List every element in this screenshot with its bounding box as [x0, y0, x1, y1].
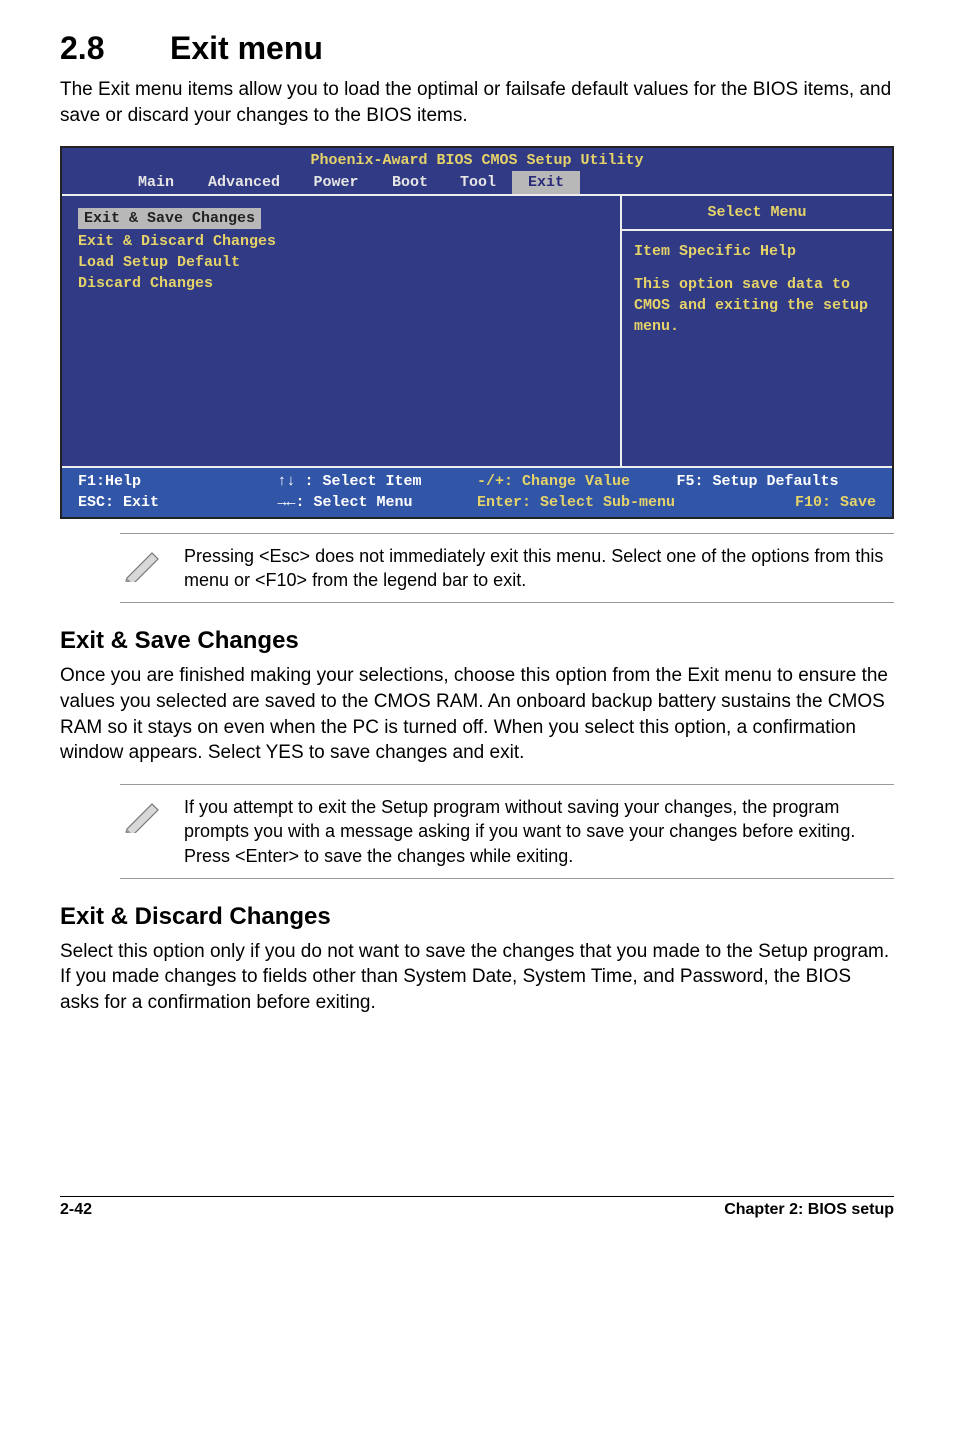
bios-help-text: This option save data to CMOS and exitin… — [634, 274, 880, 337]
bios-footer: F1:Help ESC: Exit ↑↓ : Select Item →←: S… — [62, 468, 892, 517]
bios-tab-advanced[interactable]: Advanced — [192, 171, 296, 194]
bios-tab-main[interactable]: Main — [120, 171, 192, 194]
bios-menu-item[interactable]: Exit & Discard Changes — [78, 231, 276, 252]
bios-menu-panel: Exit & Save ChangesExit & Discard Change… — [62, 196, 620, 466]
bios-window: Phoenix-Award BIOS CMOS Setup Utility Ma… — [60, 146, 894, 519]
exit-discard-heading: Exit & Discard Changes — [60, 903, 894, 931]
exit-discard-body: Select this option only if you do not wa… — [60, 939, 894, 1016]
section-intro: The Exit menu items allow you to load th… — [60, 77, 894, 128]
bios-menu-item[interactable]: Load Setup Default — [78, 252, 240, 273]
section-title-text: Exit menu — [170, 30, 323, 66]
exit-save-heading: Exit & Save Changes — [60, 627, 894, 655]
bios-help-line1: Item Specific Help — [634, 241, 880, 262]
bios-tab-boot[interactable]: Boot — [376, 171, 444, 194]
bios-tab-row: MainAdvancedPowerBootToolExit — [62, 171, 892, 194]
page-footer: 2-42 Chapter 2: BIOS setup — [60, 1196, 894, 1219]
bios-tab-tool[interactable]: Tool — [444, 171, 512, 194]
section-number: 2.8 — [60, 30, 170, 67]
note-box-1: Pressing <Esc> does not immediately exit… — [120, 533, 894, 604]
bios-menu-item[interactable]: Discard Changes — [78, 273, 213, 294]
exit-save-body: Once you are finished making your select… — [60, 663, 894, 766]
pencil-icon — [124, 544, 164, 593]
pencil-icon — [124, 795, 164, 868]
bios-tab-power[interactable]: Power — [296, 171, 376, 194]
bios-title: Phoenix-Award BIOS CMOS Setup Utility — [62, 148, 892, 171]
bios-tab-exit[interactable]: Exit — [512, 171, 580, 194]
chapter-label: Chapter 2: BIOS setup — [724, 1201, 894, 1219]
bios-footer-col4: F5: Setup Defaults F10: Save — [677, 472, 877, 513]
bios-footer-col3: -/+: Change Value Enter: Select Sub-menu — [477, 472, 677, 513]
note-text-2: If you attempt to exit the Setup program… — [184, 795, 890, 868]
note-text-1: Pressing <Esc> does not immediately exit… — [184, 544, 890, 593]
bios-help-heading: Select Menu — [622, 196, 892, 231]
note-box-2: If you attempt to exit the Setup program… — [120, 784, 894, 879]
bios-help-panel: Select Menu Item Specific Help This opti… — [620, 196, 892, 466]
bios-footer-col2: ↑↓ : Select Item →←: Select Menu — [278, 472, 478, 513]
bios-help-body: Item Specific Help This option save data… — [622, 231, 892, 347]
bios-menu-item[interactable]: Exit & Save Changes — [78, 208, 261, 229]
page-number: 2-42 — [60, 1201, 92, 1219]
bios-footer-col1: F1:Help ESC: Exit — [78, 472, 278, 513]
section-heading: 2.8Exit menu — [60, 30, 894, 67]
bios-body: Exit & Save ChangesExit & Discard Change… — [62, 194, 892, 468]
